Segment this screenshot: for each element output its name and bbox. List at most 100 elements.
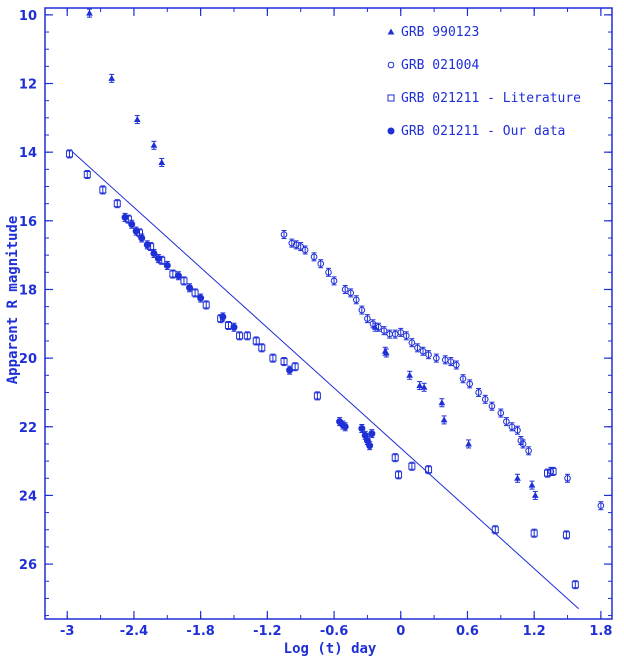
data-point <box>352 296 360 304</box>
power-law-fit-line <box>72 151 579 610</box>
data-point <box>280 231 288 238</box>
x-axis-title: Log (t) day <box>284 641 377 657</box>
data-point <box>408 339 416 346</box>
data-point <box>433 354 440 362</box>
data-point <box>375 323 382 331</box>
legend-marker <box>387 61 395 69</box>
data-point <box>465 440 472 447</box>
series-circle <box>280 230 605 511</box>
data-point <box>150 249 158 257</box>
data-point <box>317 260 325 268</box>
data-point <box>416 382 424 389</box>
x-tick-label: -2.4 <box>120 624 148 639</box>
legend-label: GRB 021211 - Literature <box>401 91 581 106</box>
data-point <box>519 440 527 448</box>
data-point <box>143 241 151 249</box>
legend-marker <box>387 127 395 135</box>
data-point <box>291 363 299 371</box>
data-point <box>475 389 482 396</box>
data-point <box>65 150 73 158</box>
y-tick-label: 18 <box>19 283 37 298</box>
data-point <box>83 170 91 178</box>
data-point <box>466 380 473 388</box>
data-point <box>138 234 146 242</box>
data-point <box>236 332 244 340</box>
x-tick-label: -1.8 <box>186 624 214 639</box>
data-point <box>230 323 238 331</box>
data-point <box>459 375 467 383</box>
data-point <box>286 366 294 374</box>
data-point <box>330 277 338 285</box>
data-point <box>132 227 140 235</box>
data-point <box>358 306 366 314</box>
data-point <box>133 116 141 123</box>
data-point <box>406 371 414 378</box>
data-point <box>420 383 428 390</box>
data-point <box>528 481 536 488</box>
data-point <box>368 430 376 438</box>
plot-frame <box>44 7 613 620</box>
data-point <box>408 462 416 470</box>
data-point <box>174 272 182 280</box>
data-point <box>488 402 496 410</box>
data-point <box>403 332 410 340</box>
data-point <box>128 220 136 228</box>
data-point <box>180 277 188 285</box>
data-point <box>425 466 433 474</box>
data-point <box>243 332 251 340</box>
data-point <box>497 409 505 417</box>
plot-area <box>44 7 613 620</box>
y-tick-label: 20 <box>19 352 37 367</box>
legend-marker <box>387 94 395 102</box>
data-point <box>86 9 93 16</box>
y-tick-label: 12 <box>19 78 37 93</box>
data-point <box>481 396 489 403</box>
x-tick-label: -1.2 <box>253 624 281 639</box>
data-point <box>150 141 158 148</box>
data-point <box>99 186 107 194</box>
data-point <box>163 261 171 269</box>
data-point <box>531 491 539 498</box>
data-point <box>549 467 557 475</box>
data-point <box>514 426 521 434</box>
data-point <box>269 354 277 362</box>
y-tick-label: 10 <box>19 9 37 24</box>
data-point <box>447 358 455 365</box>
x-tick-label: -0.6 <box>320 624 348 639</box>
data-point <box>369 320 377 328</box>
data-point <box>382 349 390 356</box>
data-point <box>186 284 194 292</box>
y-tick-label: 16 <box>19 215 37 230</box>
data-point <box>571 581 579 589</box>
data-points <box>65 8 605 590</box>
y-tick-label: 14 <box>19 146 37 161</box>
series-triangle <box>86 8 539 500</box>
data-point <box>292 241 300 249</box>
data-point <box>397 329 405 336</box>
data-point <box>508 423 516 431</box>
data-point <box>530 529 538 537</box>
data-point <box>419 347 427 355</box>
y-tick-label: 22 <box>19 421 37 436</box>
data-point <box>191 289 199 297</box>
data-point <box>325 269 332 276</box>
data-point <box>108 74 116 81</box>
data-point <box>438 399 446 406</box>
data-point <box>440 416 448 423</box>
legend-marker <box>387 28 395 35</box>
data-point <box>310 253 318 261</box>
data-point <box>197 294 205 302</box>
data-point <box>453 361 460 369</box>
legend-label: GRB 990123 <box>401 25 479 40</box>
data-point <box>252 337 260 345</box>
data-point <box>395 471 403 479</box>
data-point <box>341 286 349 293</box>
data-point <box>358 424 366 432</box>
series-square <box>65 149 579 590</box>
x-tick-label: 1.8 <box>589 624 612 639</box>
data-point <box>113 200 121 208</box>
data-point <box>364 315 371 322</box>
x-tick-label: 0 <box>396 624 405 639</box>
y-tick-label: 24 <box>19 489 37 504</box>
data-point <box>297 243 305 250</box>
